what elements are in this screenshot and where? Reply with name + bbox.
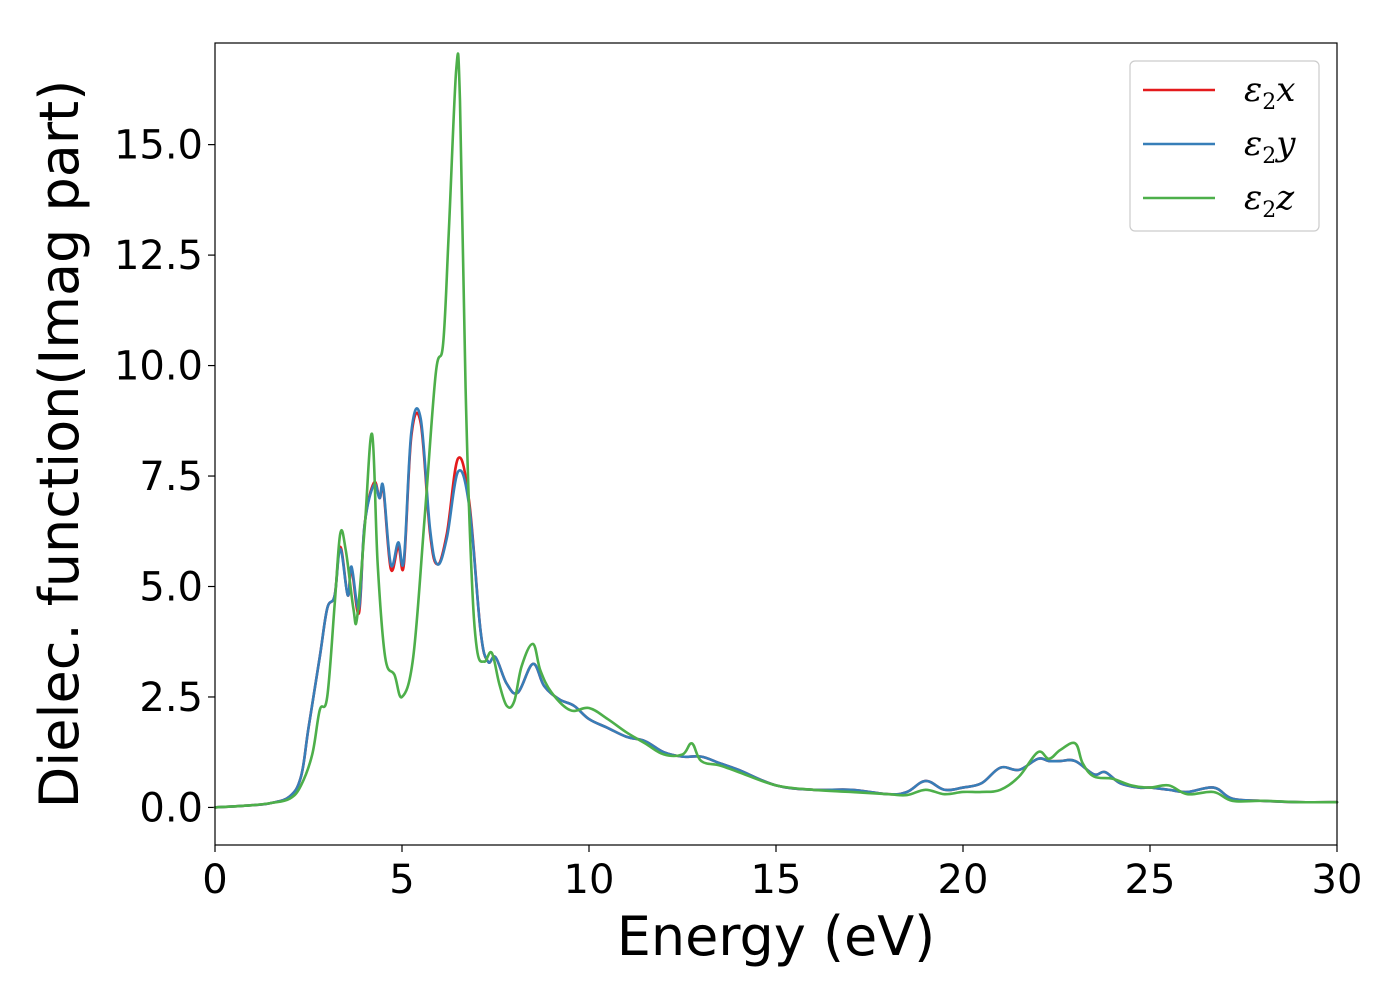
plot-frame <box>214 42 1338 846</box>
x-tick-label: 10 <box>564 857 615 903</box>
y-axis-title: Dielec. function(Imag part) <box>28 80 91 809</box>
x-tick-label: 5 <box>389 857 414 903</box>
x-axis-ticks: 0 5 10 15 20 25 30 <box>202 845 1362 903</box>
y-tick-label: 10.0 <box>114 344 203 390</box>
x-tick-label: 25 <box>1125 857 1176 903</box>
x-tick-label: 20 <box>938 857 989 903</box>
x-tick-label: 30 <box>1312 857 1363 903</box>
legend-label-x: ε2x <box>1244 70 1295 115</box>
y-tick-label: 2.5 <box>139 675 203 721</box>
series-line-z <box>213 52 1339 809</box>
y-axis-ticks: 0.0 2.5 5.0 7.5 10.0 12.5 15.0 <box>114 123 215 831</box>
y-tick-label: 7.5 <box>139 454 203 500</box>
y-tick-label: 5.0 <box>139 565 203 611</box>
x-tick-label: 0 <box>202 857 227 903</box>
y-tick-label: 0.0 <box>139 785 203 831</box>
series-lines <box>213 52 1339 809</box>
x-axis-title: Energy (eV) <box>617 905 936 968</box>
legend-box <box>1129 60 1320 232</box>
y-tick-label: 12.5 <box>114 233 203 279</box>
x-tick-label: 15 <box>751 857 802 903</box>
y-tick-label: 15.0 <box>114 123 203 169</box>
legend-label-y: ε2y <box>1244 124 1296 169</box>
legend-label-z: ε2z <box>1244 178 1295 223</box>
legend: ε2x ε2y ε2z <box>1129 60 1320 232</box>
